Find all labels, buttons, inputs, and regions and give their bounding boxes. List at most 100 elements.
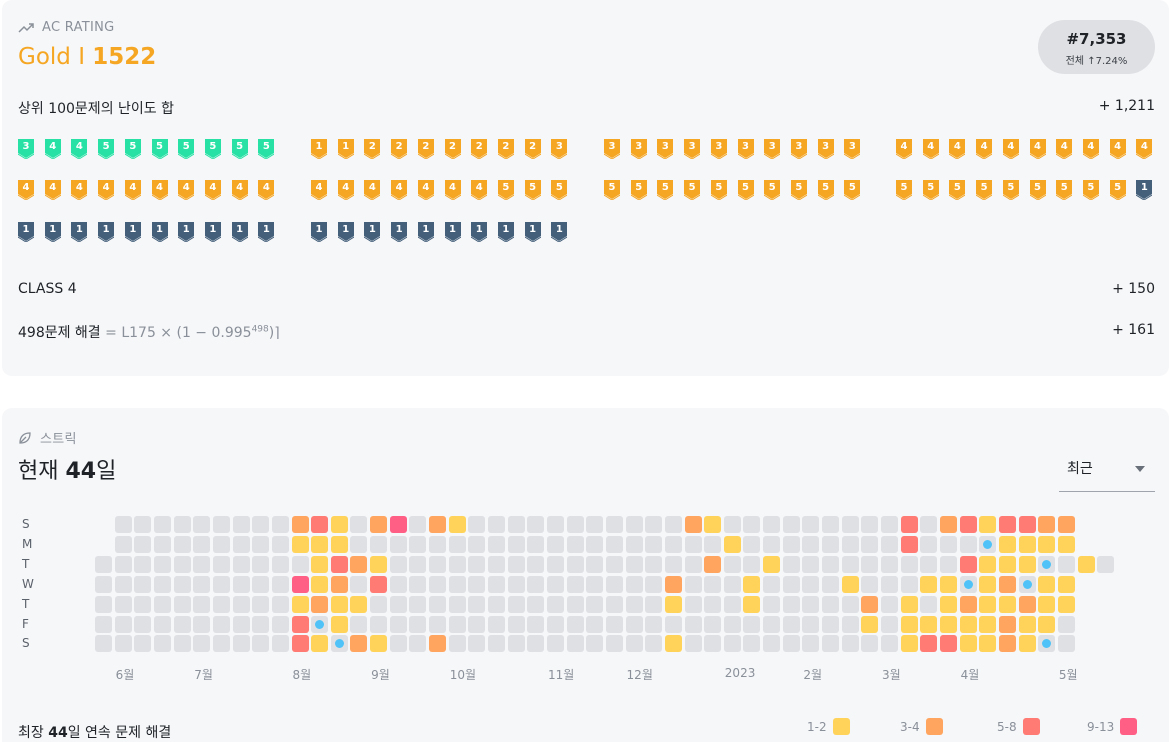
heatmap-cell[interactable] xyxy=(114,535,132,553)
heatmap-cell[interactable] xyxy=(350,635,368,653)
heatmap-cell[interactable] xyxy=(605,535,623,553)
heatmap-cell[interactable] xyxy=(822,516,840,533)
heatmap-cell[interactable] xyxy=(330,575,348,593)
heatmap-cell[interactable] xyxy=(684,516,702,533)
heatmap-cell[interactable] xyxy=(173,555,191,573)
heatmap-cell[interactable] xyxy=(998,595,1016,613)
heatmap-cell[interactable] xyxy=(527,555,545,573)
heatmap-cell[interactable] xyxy=(232,595,250,613)
heatmap-cell[interactable] xyxy=(664,615,682,633)
heatmap-cell[interactable] xyxy=(743,635,761,653)
heatmap-cell[interactable] xyxy=(291,516,309,533)
heatmap-cell[interactable] xyxy=(743,595,761,613)
heatmap-cell[interactable] xyxy=(95,615,112,633)
heatmap-cell[interactable] xyxy=(311,535,329,553)
heatmap-cell[interactable] xyxy=(291,575,309,593)
heatmap-cell[interactable] xyxy=(1038,516,1056,533)
tier-badge[interactable]: 4 xyxy=(311,180,327,200)
tier-badge[interactable]: 4 xyxy=(151,180,168,200)
heatmap-cell[interactable] xyxy=(271,575,289,593)
heatmap-cell[interactable] xyxy=(743,615,761,633)
heatmap-cell[interactable] xyxy=(704,575,722,593)
heatmap-cell[interactable] xyxy=(468,555,486,573)
tier-badge[interactable]: 4 xyxy=(1056,139,1073,159)
heatmap-cell[interactable] xyxy=(389,615,407,633)
tier-badge[interactable]: 1 xyxy=(337,222,354,242)
heatmap-cell[interactable] xyxy=(409,516,427,533)
heatmap-cell[interactable] xyxy=(920,615,938,633)
heatmap-cell[interactable] xyxy=(507,555,525,573)
heatmap-cell[interactable] xyxy=(586,635,604,653)
heatmap-cell[interactable] xyxy=(193,635,211,653)
heatmap-cell[interactable] xyxy=(134,516,152,533)
tier-badge[interactable]: 3 xyxy=(604,139,620,159)
tier-badge[interactable]: 1 xyxy=(204,222,221,242)
heatmap-cell[interactable] xyxy=(114,575,132,593)
heatmap-cell[interactable] xyxy=(448,516,466,533)
heatmap-cell[interactable] xyxy=(881,516,898,533)
heatmap-cell[interactable] xyxy=(979,516,997,533)
tier-badge[interactable]: 4 xyxy=(44,139,61,159)
heatmap-cell[interactable] xyxy=(546,555,564,573)
heatmap-cell[interactable] xyxy=(645,595,663,613)
tier-badge[interactable]: 1 xyxy=(1136,180,1153,200)
heatmap-cell[interactable] xyxy=(409,535,427,553)
heatmap-cell[interactable] xyxy=(488,535,505,553)
tier-badge[interactable]: 4 xyxy=(417,180,434,200)
heatmap-cell[interactable] xyxy=(488,516,505,533)
heatmap-cell[interactable] xyxy=(566,595,584,613)
tier-badge[interactable]: 5 xyxy=(657,180,674,200)
heatmap-cell[interactable] xyxy=(507,615,525,633)
heatmap-cell[interactable] xyxy=(232,575,250,593)
heatmap-cell[interactable] xyxy=(429,595,447,613)
tier-badge[interactable]: 3 xyxy=(844,139,861,159)
heatmap-cell[interactable] xyxy=(782,535,800,553)
heatmap-cell[interactable] xyxy=(173,575,191,593)
heatmap-cell[interactable] xyxy=(153,595,171,613)
heatmap-cell[interactable] xyxy=(841,516,859,533)
heatmap-cell[interactable] xyxy=(625,635,643,653)
heatmap-cell[interactable] xyxy=(822,555,840,573)
tier-badge[interactable]: 2 xyxy=(364,139,381,159)
tier-badge[interactable]: 2 xyxy=(471,139,488,159)
heatmap-cell[interactable] xyxy=(350,555,368,573)
heatmap-cell[interactable] xyxy=(939,575,957,593)
heatmap-cell[interactable] xyxy=(900,635,918,653)
heatmap-cell[interactable] xyxy=(1018,555,1036,573)
tier-badge[interactable]: 4 xyxy=(204,180,221,200)
heatmap-cell[interactable] xyxy=(763,535,781,553)
tier-badge[interactable]: 2 xyxy=(417,139,434,159)
heatmap-cell[interactable] xyxy=(664,635,682,653)
heatmap-cell[interactable] xyxy=(448,595,466,613)
heatmap-cell[interactable] xyxy=(252,575,270,593)
heatmap-cell[interactable] xyxy=(664,595,682,613)
heatmap-cell[interactable] xyxy=(1057,516,1075,533)
heatmap-cell[interactable] xyxy=(527,635,545,653)
tier-badge[interactable]: 1 xyxy=(311,222,327,242)
heatmap-cell[interactable] xyxy=(1018,516,1036,533)
heatmap-cell[interactable] xyxy=(743,575,761,593)
heatmap-cell[interactable] xyxy=(664,575,682,593)
heatmap-cell[interactable] xyxy=(900,516,918,533)
heatmap-cell[interactable] xyxy=(920,635,938,653)
heatmap-cell[interactable] xyxy=(645,516,663,533)
heatmap-cell[interactable] xyxy=(271,535,289,553)
heatmap-cell[interactable] xyxy=(389,555,407,573)
heatmap-cell[interactable] xyxy=(232,615,250,633)
heatmap-cell[interactable] xyxy=(782,615,800,633)
heatmap-cell[interactable] xyxy=(134,595,152,613)
heatmap-cell[interactable] xyxy=(271,635,289,653)
heatmap-cell[interactable] xyxy=(95,555,112,573)
heatmap-cell[interactable] xyxy=(193,535,211,553)
heatmap-cell[interactable] xyxy=(959,635,977,653)
heatmap-cell[interactable] xyxy=(429,555,447,573)
heatmap-cell[interactable] xyxy=(939,535,957,553)
tier-badge[interactable]: 4 xyxy=(922,139,939,159)
heatmap-cell[interactable] xyxy=(271,516,289,533)
heatmap-cell[interactable] xyxy=(546,575,564,593)
heatmap-cell[interactable] xyxy=(998,575,1016,593)
heatmap-cell[interactable] xyxy=(802,615,820,633)
heatmap-cell[interactable] xyxy=(95,635,112,653)
heatmap-cell[interactable] xyxy=(782,575,800,593)
heatmap-cell[interactable] xyxy=(488,615,505,633)
